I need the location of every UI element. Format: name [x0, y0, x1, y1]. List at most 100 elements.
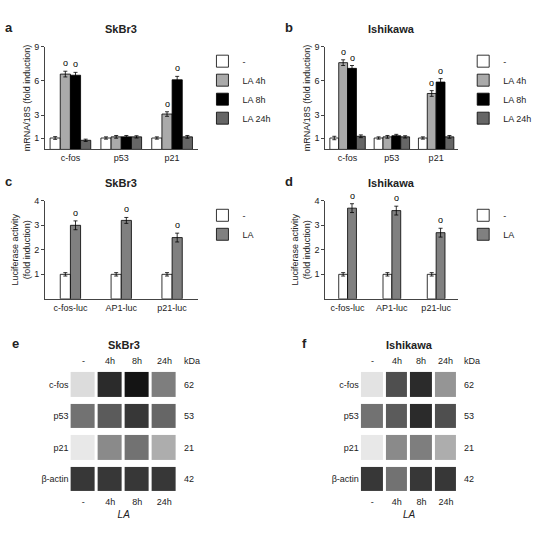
svg-text:24h: 24h: [157, 497, 172, 507]
svg-text:4h: 4h: [105, 356, 115, 366]
svg-text:8h: 8h: [132, 356, 142, 366]
svg-text:1: 1: [34, 269, 39, 279]
svg-text:Ishikawa: Ishikawa: [386, 339, 433, 351]
svg-text:p21: p21: [54, 443, 69, 453]
svg-text:LA 4h: LA 4h: [503, 76, 526, 86]
svg-text:24h: 24h: [438, 497, 453, 507]
svg-text:p21-luc: p21-luc: [421, 303, 451, 313]
svg-text:LA: LA: [118, 509, 131, 520]
svg-text:c-fos-luc: c-fos-luc: [331, 303, 366, 313]
svg-text:SkBr3: SkBr3: [108, 339, 140, 351]
svg-text:8h: 8h: [132, 497, 142, 507]
svg-text:1: 1: [34, 133, 39, 143]
svg-text:o: o: [350, 191, 355, 201]
svg-text:3: 3: [34, 110, 39, 120]
svg-text:4h: 4h: [392, 497, 402, 507]
svg-text:-: -: [82, 497, 85, 507]
svg-text:a: a: [5, 20, 13, 35]
svg-text:6: 6: [315, 76, 320, 86]
svg-text:o: o: [73, 208, 78, 218]
svg-text:SkBr3: SkBr3: [105, 23, 137, 35]
svg-text:LA 8h: LA 8h: [503, 95, 526, 105]
svg-text:-: -: [371, 497, 374, 507]
svg-text:LA 4h: LA 4h: [242, 76, 265, 86]
svg-text:1: 1: [315, 133, 320, 143]
svg-text:kDa: kDa: [464, 356, 480, 366]
svg-text:b: b: [285, 20, 293, 35]
svg-text:2: 2: [34, 245, 39, 255]
svg-text:LA: LA: [503, 230, 514, 240]
svg-text:c-fos: c-fos: [338, 153, 358, 163]
svg-text:SkBr3: SkBr3: [105, 177, 137, 189]
svg-text:4: 4: [315, 196, 320, 206]
svg-text:Luciferase activity(fold induc: Luciferase activity(fold induction): [10, 214, 32, 286]
svg-text:42: 42: [464, 474, 474, 484]
svg-text:p21-luc: p21-luc: [157, 303, 187, 313]
svg-text:β-actin: β-actin: [332, 474, 359, 484]
svg-text:o: o: [429, 78, 434, 88]
svg-text:62: 62: [464, 380, 474, 390]
svg-text:4h: 4h: [392, 356, 402, 366]
svg-text:o: o: [350, 53, 355, 63]
svg-text:LA: LA: [242, 230, 253, 240]
svg-text:3: 3: [34, 220, 39, 230]
svg-text:kDa: kDa: [184, 356, 200, 366]
svg-text:2: 2: [315, 245, 320, 255]
svg-text:o: o: [175, 63, 180, 73]
svg-text:e: e: [12, 336, 19, 351]
svg-text:8h: 8h: [416, 497, 426, 507]
svg-text:p53: p53: [344, 411, 359, 421]
svg-text:LA 8h: LA 8h: [242, 95, 265, 105]
svg-text:p21: p21: [429, 153, 444, 163]
svg-text:-: -: [242, 211, 245, 221]
svg-text:c: c: [5, 174, 12, 189]
svg-text:p21: p21: [165, 153, 180, 163]
svg-text:LA: LA: [403, 509, 416, 520]
svg-text:LA 24h: LA 24h: [242, 114, 270, 124]
svg-text:1: 1: [315, 269, 320, 279]
svg-text:62: 62: [184, 380, 194, 390]
svg-text:3: 3: [315, 220, 320, 230]
svg-text:o: o: [124, 204, 129, 214]
svg-text:p21: p21: [344, 443, 359, 453]
svg-text:o: o: [341, 47, 346, 57]
svg-text:LA 24h: LA 24h: [503, 114, 531, 124]
svg-text:8h: 8h: [416, 356, 426, 366]
svg-text:4: 4: [34, 196, 39, 206]
svg-text:o: o: [63, 58, 68, 68]
svg-text:mRNA/18S (fold induction): mRNA/18S (fold induction): [302, 45, 312, 152]
svg-text:p53: p53: [384, 153, 399, 163]
svg-text:p53: p53: [114, 153, 129, 163]
svg-text:o: o: [175, 220, 180, 230]
svg-text:c-fos: c-fos: [61, 153, 81, 163]
svg-text:o: o: [394, 193, 399, 203]
svg-text:AP1-luc: AP1-luc: [106, 303, 138, 313]
svg-text:c-fos-luc: c-fos-luc: [53, 303, 88, 313]
svg-text:p53: p53: [54, 411, 69, 421]
svg-text:4h: 4h: [105, 497, 115, 507]
svg-text:c-fos: c-fos: [49, 380, 69, 390]
svg-text:42: 42: [184, 474, 194, 484]
svg-text:24h: 24h: [438, 356, 453, 366]
svg-text:Luciferase activity(fold induc: Luciferase activity(fold induction): [290, 214, 312, 286]
svg-text:Ishikawa: Ishikawa: [368, 177, 415, 189]
svg-text:21: 21: [184, 443, 194, 453]
svg-text:-: -: [242, 57, 245, 67]
svg-text:24h: 24h: [157, 356, 172, 366]
svg-text:mRNA/18S (fold induction): mRNA/18S (fold induction): [22, 45, 32, 152]
svg-text:-: -: [503, 211, 506, 221]
svg-text:-: -: [371, 356, 374, 366]
svg-text:o: o: [165, 99, 170, 109]
svg-text:f: f: [302, 336, 307, 351]
svg-text:o: o: [438, 66, 443, 76]
svg-text:53: 53: [184, 411, 194, 421]
svg-text:9: 9: [34, 42, 39, 52]
svg-text:d: d: [285, 174, 293, 189]
svg-text:o: o: [438, 215, 443, 225]
svg-text:3: 3: [315, 110, 320, 120]
svg-text:53: 53: [464, 411, 474, 421]
svg-text:-: -: [503, 57, 506, 67]
svg-text:β-actin: β-actin: [41, 474, 68, 484]
svg-text:-: -: [82, 356, 85, 366]
svg-text:6: 6: [34, 76, 39, 86]
